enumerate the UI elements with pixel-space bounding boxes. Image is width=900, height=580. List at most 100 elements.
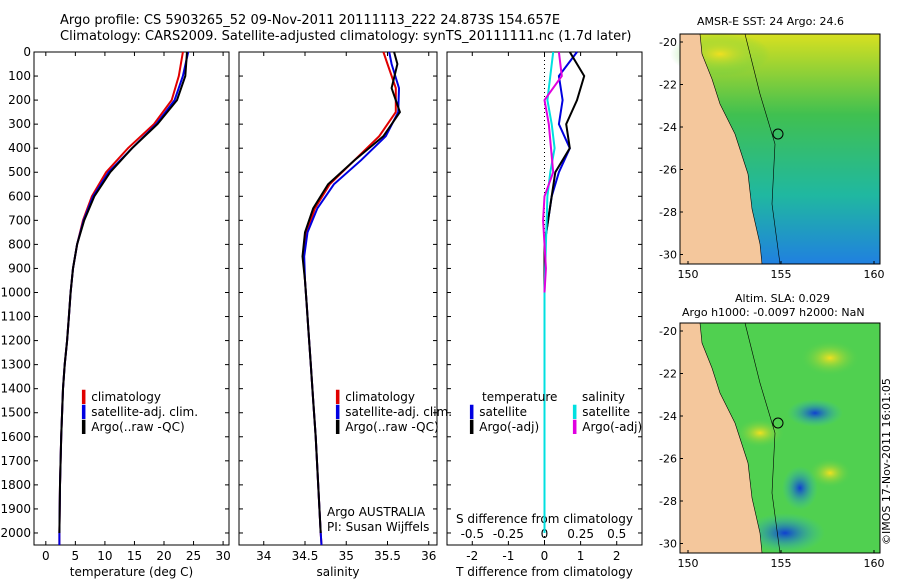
legend-swatch-sat: ▍ [82,405,92,419]
main-legend-temp: ▍climatology ▍satellite-adj. clim. ▍Argo… [82,390,198,435]
x-tick-label: 36 [421,549,436,563]
sst-map-title: AMSR-E SST: 24 Argo: 24.6 [697,15,845,28]
y-tick-label: 200 [8,93,31,107]
x-tick-label-top: -0.25 [493,527,524,541]
x-tick-label: 30 [215,549,230,563]
series-line [58,51,188,534]
y-tick-label: 700 [8,213,31,227]
y-tick-label: 1200 [0,334,31,348]
sla-map-title-2: Argo h1000: -0.0097 h2000: NaN [682,306,865,319]
legend-label: satellite [582,405,631,419]
legend-label: satellite-adj. clim. [91,405,199,419]
x-tick-label: 0 [541,549,549,563]
legend-label: Argo(..raw -QC) [91,420,185,434]
y-tick-label: 800 [8,237,31,251]
lon-tick-label: 155 [771,557,792,570]
sla-low [782,466,818,510]
series-line [542,51,563,293]
series-line [58,51,184,545]
y-tick-label: 1600 [0,430,31,444]
float-position-marker [772,417,784,429]
x-tick-label-top: -0.5 [461,527,484,541]
y-tick-label: 300 [8,117,31,131]
lon-tick-label: 160 [864,268,885,281]
x-tick-label: 5 [72,549,80,563]
legend-label: satellite [479,405,528,419]
contour-line [744,322,781,554]
y-tick-label: 1000 [0,285,31,299]
lon-tick-label: 160 [864,557,885,570]
y-tick-label: 1300 [0,358,31,372]
x-axis-label: T difference from climatology [455,565,633,579]
sla-map-title-1: Altim. SLA: 0.029 [735,292,831,305]
lat-tick-label: -30 [659,538,677,551]
x-tick-label-top: 0 [541,527,549,541]
x-tick-label: -1 [502,549,514,563]
sla-high [735,418,785,448]
legend-swatch-sat: ▍ [336,405,346,419]
x-tick-label: 25 [186,549,201,563]
legend-label: Argo(-adj) [479,420,540,434]
float-position-marker [772,128,784,140]
y-tick-label: 1500 [0,406,31,420]
y-tick-label: 600 [8,189,31,203]
lat-tick-label: -22 [659,79,677,92]
credit: Argo AUSTRALIA PI: Susan Wijffels [327,505,429,535]
sla-map [679,322,881,554]
sla-low [745,513,825,553]
sla-high [808,458,852,488]
sla-high [800,340,860,376]
legend-swatch-argo: ▍ [82,420,92,434]
x-tick-label-top: 0.5 [607,527,626,541]
lat-tick-label: -26 [659,164,677,177]
imos-stamp: ©IMOS 17-Nov-2011 16:01:05 [880,378,893,545]
lat-tick-label: -28 [659,206,677,219]
lon-tick-label: 150 [678,557,699,570]
x-tick-label: 15 [127,549,142,563]
x-tick-label: -2 [466,549,478,563]
x-tick-label: 0 [42,549,50,563]
title-line-1: Argo profile: CS 5903265_52 09-Nov-2011 … [60,13,561,28]
lat-tick-label: -20 [659,325,677,338]
lat-tick-label: -26 [659,453,677,466]
x-axis-label: temperature (deg C) [70,565,193,579]
legend-swatch: ▍ [470,420,480,434]
map-frame [679,33,881,265]
legend-label: climatology [345,390,415,404]
series-line [58,51,190,545]
map-frame [679,322,881,554]
x-tick-label: 34 [256,549,271,563]
lat-tick-label: -22 [659,368,677,381]
y-tick-label: 1900 [0,502,31,516]
diff-legend-temperature: temperature [482,390,558,404]
plot-frame-salinity [238,51,438,546]
x-tick-label: 20 [156,549,171,563]
x-tick-label: 35 [339,549,354,563]
lat-tick-label: -24 [659,410,677,423]
sst-map [670,32,881,265]
lon-tick-label: 155 [771,268,792,281]
lon-tick-label: 150 [678,268,699,281]
main-legend-sal: ▍climatology ▍satellite-adj. clim. ▍Argo… [336,390,452,435]
y-tick-label: 0 [23,45,31,59]
x-tick-label: 2 [613,549,621,563]
series-line [543,51,586,533]
x-tick-label-top: 0.25 [567,527,594,541]
legend-swatch-clim: ▍ [82,390,92,404]
y-tick-label: 2000 [0,526,31,540]
lat-tick-label: -24 [659,121,677,134]
x-tick-label: 35.5 [374,549,401,563]
y-tick-label: 1800 [0,478,31,492]
lat-tick-label: -20 [659,36,677,49]
x-tick-label: 1 [577,549,585,563]
legend-label: climatology [91,390,161,404]
series-line [301,51,402,534]
legend-swatch-argo: ▍ [336,420,346,434]
legend-swatch: ▍ [573,405,583,419]
diff-legend-salinity: salinity [582,390,626,404]
lat-tick-label: -28 [659,495,677,508]
sla-low [787,399,843,427]
y-tick-label: 900 [8,261,31,275]
y-tick-label: 1100 [0,310,31,324]
